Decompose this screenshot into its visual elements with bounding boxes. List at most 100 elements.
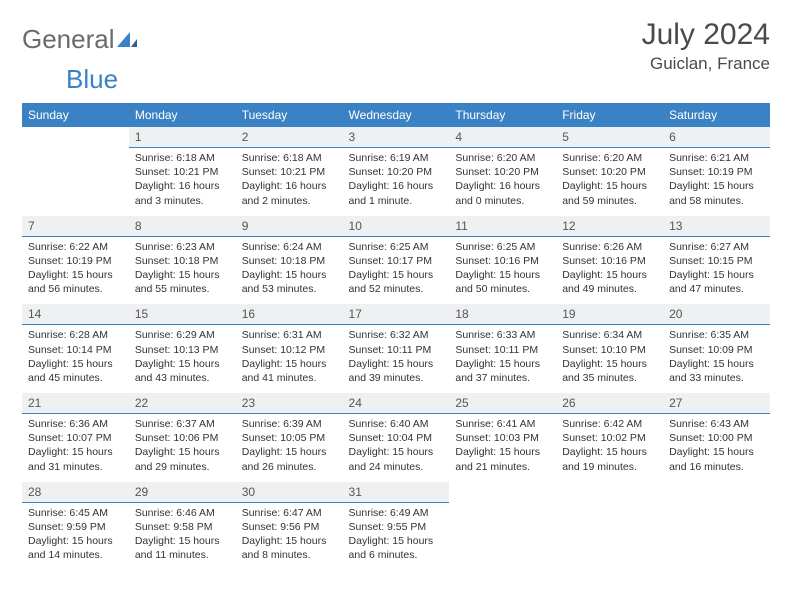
sunset-text: Sunset: 10:07 PM — [28, 431, 123, 445]
day-number: 10 — [343, 216, 450, 237]
calendar-cell: 25Sunrise: 6:41 AMSunset: 10:03 PMDaylig… — [449, 393, 556, 482]
day-data: Sunrise: 6:31 AMSunset: 10:12 PMDaylight… — [236, 325, 343, 393]
day-number: 23 — [236, 393, 343, 414]
sunset-text: Sunset: 10:17 PM — [349, 254, 444, 268]
day-data: Sunrise: 6:40 AMSunset: 10:04 PMDaylight… — [343, 414, 450, 482]
calendar-cell: 8Sunrise: 6:23 AMSunset: 10:18 PMDayligh… — [129, 216, 236, 305]
sunrise-text: Sunrise: 6:20 AM — [455, 151, 550, 165]
calendar-cell: 1Sunrise: 6:18 AMSunset: 10:21 PMDayligh… — [129, 127, 236, 216]
day-number: 3 — [343, 127, 450, 148]
sunrise-text: Sunrise: 6:22 AM — [28, 240, 123, 254]
day-data: Sunrise: 6:46 AMSunset: 9:58 PMDaylight:… — [129, 503, 236, 571]
daylight-text: Daylight: 15 hours and 53 minutes. — [242, 268, 337, 296]
sunrise-text: Sunrise: 6:36 AM — [28, 417, 123, 431]
sunset-text: Sunset: 10:20 PM — [562, 165, 657, 179]
day-data: Sunrise: 6:41 AMSunset: 10:03 PMDaylight… — [449, 414, 556, 482]
sunset-text: Sunset: 10:16 PM — [562, 254, 657, 268]
day-data: Sunrise: 6:25 AMSunset: 10:17 PMDaylight… — [343, 237, 450, 305]
calendar-cell: 28Sunrise: 6:45 AMSunset: 9:59 PMDayligh… — [22, 482, 129, 571]
weekday-header: Sunday — [22, 103, 129, 127]
day-data — [556, 502, 663, 562]
daylight-text: Daylight: 15 hours and 35 minutes. — [562, 357, 657, 385]
daylight-text: Daylight: 15 hours and 21 minutes. — [455, 445, 550, 473]
day-number: 18 — [449, 304, 556, 325]
sunset-text: Sunset: 10:21 PM — [242, 165, 337, 179]
day-number: 9 — [236, 216, 343, 237]
sunrise-text: Sunrise: 6:41 AM — [455, 417, 550, 431]
sunrise-text: Sunrise: 6:42 AM — [562, 417, 657, 431]
day-number: 28 — [22, 482, 129, 503]
daylight-text: Daylight: 16 hours and 0 minutes. — [455, 179, 550, 207]
daylight-text: Daylight: 15 hours and 56 minutes. — [28, 268, 123, 296]
day-data: Sunrise: 6:39 AMSunset: 10:05 PMDaylight… — [236, 414, 343, 482]
calendar-cell: 11Sunrise: 6:25 AMSunset: 10:16 PMDaylig… — [449, 216, 556, 305]
calendar-cell: 9Sunrise: 6:24 AMSunset: 10:18 PMDayligh… — [236, 216, 343, 305]
daylight-text: Daylight: 15 hours and 37 minutes. — [455, 357, 550, 385]
calendar-cell: 22Sunrise: 6:37 AMSunset: 10:06 PMDaylig… — [129, 393, 236, 482]
sunrise-text: Sunrise: 6:18 AM — [242, 151, 337, 165]
calendar-row: 28Sunrise: 6:45 AMSunset: 9:59 PMDayligh… — [22, 482, 770, 571]
calendar-head: SundayMondayTuesdayWednesdayThursdayFrid… — [22, 103, 770, 127]
calendar-body: 1Sunrise: 6:18 AMSunset: 10:21 PMDayligh… — [22, 127, 770, 570]
day-number: 16 — [236, 304, 343, 325]
sunrise-text: Sunrise: 6:46 AM — [135, 506, 230, 520]
day-number: 19 — [556, 304, 663, 325]
day-number: 1 — [129, 127, 236, 148]
calendar-cell: 21Sunrise: 6:36 AMSunset: 10:07 PMDaylig… — [22, 393, 129, 482]
sunrise-text: Sunrise: 6:28 AM — [28, 328, 123, 342]
sunrise-text: Sunrise: 6:25 AM — [349, 240, 444, 254]
calendar-row: 1Sunrise: 6:18 AMSunset: 10:21 PMDayligh… — [22, 127, 770, 216]
calendar-cell: 12Sunrise: 6:26 AMSunset: 10:16 PMDaylig… — [556, 216, 663, 305]
weekday-header: Saturday — [663, 103, 770, 127]
calendar-cell: 5Sunrise: 6:20 AMSunset: 10:20 PMDayligh… — [556, 127, 663, 216]
calendar-cell: 17Sunrise: 6:32 AMSunset: 10:11 PMDaylig… — [343, 304, 450, 393]
sunrise-text: Sunrise: 6:49 AM — [349, 506, 444, 520]
sunrise-text: Sunrise: 6:39 AM — [242, 417, 337, 431]
calendar-cell: 30Sunrise: 6:47 AMSunset: 9:56 PMDayligh… — [236, 482, 343, 571]
daylight-text: Daylight: 15 hours and 33 minutes. — [669, 357, 764, 385]
sunset-text: Sunset: 10:12 PM — [242, 343, 337, 357]
day-number: 8 — [129, 216, 236, 237]
calendar-cell: 23Sunrise: 6:39 AMSunset: 10:05 PMDaylig… — [236, 393, 343, 482]
sunrise-text: Sunrise: 6:47 AM — [242, 506, 337, 520]
sunrise-text: Sunrise: 6:40 AM — [349, 417, 444, 431]
sunset-text: Sunset: 10:11 PM — [349, 343, 444, 357]
weekday-header: Thursday — [449, 103, 556, 127]
sunrise-text: Sunrise: 6:31 AM — [242, 328, 337, 342]
sunset-text: Sunset: 10:18 PM — [135, 254, 230, 268]
day-number: 6 — [663, 127, 770, 148]
daylight-text: Daylight: 15 hours and 52 minutes. — [349, 268, 444, 296]
daylight-text: Daylight: 16 hours and 2 minutes. — [242, 179, 337, 207]
daylight-text: Daylight: 15 hours and 59 minutes. — [562, 179, 657, 207]
daylight-text: Daylight: 15 hours and 41 minutes. — [242, 357, 337, 385]
sail-icon — [117, 32, 137, 47]
day-data: Sunrise: 6:20 AMSunset: 10:20 PMDaylight… — [449, 148, 556, 216]
day-number: 7 — [22, 216, 129, 237]
day-number — [449, 482, 556, 502]
day-number: 12 — [556, 216, 663, 237]
title-block: July 2024 Guiclan, France — [642, 18, 770, 74]
day-data: Sunrise: 6:24 AMSunset: 10:18 PMDaylight… — [236, 237, 343, 305]
day-data: Sunrise: 6:21 AMSunset: 10:19 PMDaylight… — [663, 148, 770, 216]
sunset-text: Sunset: 9:56 PM — [242, 520, 337, 534]
day-data — [663, 502, 770, 562]
day-data: Sunrise: 6:19 AMSunset: 10:20 PMDaylight… — [343, 148, 450, 216]
day-data: Sunrise: 6:42 AMSunset: 10:02 PMDaylight… — [556, 414, 663, 482]
calendar-cell: 20Sunrise: 6:35 AMSunset: 10:09 PMDaylig… — [663, 304, 770, 393]
day-data: Sunrise: 6:28 AMSunset: 10:14 PMDaylight… — [22, 325, 129, 393]
calendar-cell — [22, 127, 129, 216]
weekday-header: Friday — [556, 103, 663, 127]
day-number: 31 — [343, 482, 450, 503]
weekday-header: Wednesday — [343, 103, 450, 127]
daylight-text: Daylight: 15 hours and 29 minutes. — [135, 445, 230, 473]
day-number: 30 — [236, 482, 343, 503]
day-data: Sunrise: 6:37 AMSunset: 10:06 PMDaylight… — [129, 414, 236, 482]
sunrise-text: Sunrise: 6:18 AM — [135, 151, 230, 165]
sunrise-text: Sunrise: 6:27 AM — [669, 240, 764, 254]
calendar-row: 21Sunrise: 6:36 AMSunset: 10:07 PMDaylig… — [22, 393, 770, 482]
day-number — [22, 127, 129, 147]
sunset-text: Sunset: 10:14 PM — [28, 343, 123, 357]
sunset-text: Sunset: 10:20 PM — [349, 165, 444, 179]
sunset-text: Sunset: 10:21 PM — [135, 165, 230, 179]
day-data: Sunrise: 6:32 AMSunset: 10:11 PMDaylight… — [343, 325, 450, 393]
